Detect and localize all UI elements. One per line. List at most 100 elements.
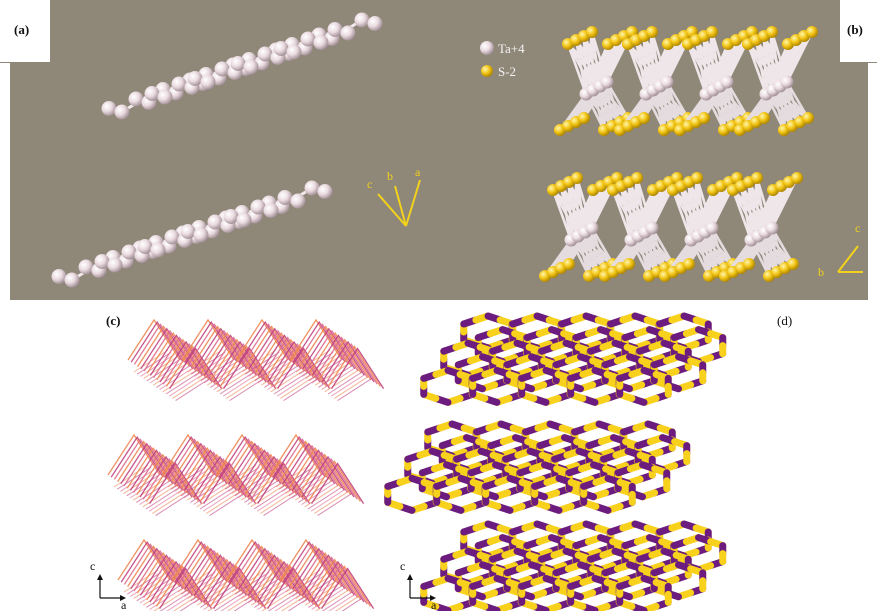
ta-s-bond <box>662 81 669 131</box>
zigzag-strand <box>289 318 343 361</box>
s-atom <box>683 258 695 270</box>
axes-panel-b <box>837 245 863 273</box>
ta-atom <box>286 44 302 60</box>
ta-atom <box>705 221 719 235</box>
panel-label-c: (c) <box>106 313 120 328</box>
axes-panel-a <box>377 179 421 227</box>
ta-s-bond <box>739 185 774 229</box>
zigzag-strand <box>245 325 299 367</box>
cross-strand <box>165 371 201 395</box>
zigzag-strand <box>153 336 207 378</box>
zigzag-strand <box>130 321 184 363</box>
cross-strand <box>328 593 356 611</box>
zigzag-strand <box>241 451 295 493</box>
ta-atom <box>101 101 117 116</box>
ta-s-bond <box>732 189 773 229</box>
cross-strand <box>267 591 299 611</box>
panel-c-structures <box>107 318 385 611</box>
zigzag-strand <box>307 460 361 502</box>
zigzag-strand <box>213 567 267 609</box>
cross-strand <box>219 371 255 395</box>
zigzag-strand <box>324 343 378 385</box>
ta-atom <box>114 104 130 120</box>
zigzag-strand <box>223 347 277 389</box>
zigzag-strand <box>193 455 247 498</box>
cross-strand <box>207 589 242 611</box>
zigzag-strand <box>231 444 285 487</box>
ta-atom <box>64 272 80 288</box>
zigzag-strand <box>127 318 181 361</box>
zigzag-strand <box>288 447 342 489</box>
ta-s-bond <box>642 35 669 83</box>
s-atom <box>766 26 778 38</box>
zigzag-strand <box>295 549 349 592</box>
zigzag-strand <box>191 325 245 367</box>
zigzag-strand <box>282 541 336 583</box>
label-box-a <box>0 0 50 62</box>
cross-strand <box>324 369 360 393</box>
zigzag-strand <box>207 336 261 378</box>
cross-strand <box>216 369 252 393</box>
ta-atom <box>230 56 246 71</box>
ta-atom <box>720 75 734 89</box>
zigzag-strand <box>136 552 190 594</box>
axis-c-c-label: c <box>90 559 95 573</box>
ta-atom <box>660 75 674 89</box>
cross-strand <box>209 493 244 517</box>
zigzag-strand <box>305 556 359 598</box>
ta-s-bond <box>747 181 774 229</box>
cross-strand <box>175 378 210 402</box>
zigzag-strand <box>277 347 331 389</box>
legend-s-marker <box>481 65 493 77</box>
ta-atom <box>164 229 180 245</box>
ta-s-bond <box>782 81 789 131</box>
ta-atom <box>304 180 320 196</box>
ta-s-bond <box>746 43 768 95</box>
zigzag-strand <box>299 325 353 367</box>
ta-s-bond <box>671 189 700 237</box>
zigzag-strand <box>301 455 355 498</box>
zigzag-strand <box>129 449 183 491</box>
zigzag-strand <box>272 436 326 478</box>
zigzag-strand <box>231 543 285 585</box>
zigzag-strand <box>120 541 174 583</box>
zigzag-strand <box>133 323 187 365</box>
zigzag-strand <box>213 340 267 383</box>
ta-atom <box>150 242 166 258</box>
zigzag-strand <box>133 549 187 592</box>
zigzag-strand <box>279 440 333 482</box>
ta-s-bond <box>602 81 609 131</box>
ta-s-bond <box>590 227 615 265</box>
ta-atom <box>327 22 343 37</box>
cross-strand <box>317 493 352 517</box>
zigzag-strand <box>169 347 223 389</box>
cross-strand <box>233 598 254 611</box>
ta-s-bond <box>710 227 727 269</box>
cross-strand <box>287 598 308 611</box>
axis-a-c-label: c <box>367 177 372 191</box>
zigzag-strand <box>137 325 191 367</box>
ta-atom <box>207 214 223 230</box>
ta-s-bond <box>627 181 654 229</box>
cross-strand <box>273 371 309 395</box>
s-atom <box>571 172 583 184</box>
cross-strand <box>307 486 343 510</box>
panel-b-structures <box>539 26 818 282</box>
zigzag-strand <box>187 451 241 493</box>
panel-label-b: (b) <box>847 22 863 37</box>
zigzag-strand <box>190 552 244 594</box>
ta-s-bond <box>770 31 789 83</box>
zigzag-strand <box>216 343 270 385</box>
ta-s-bond <box>611 189 633 241</box>
zigzag-strand <box>257 334 311 376</box>
ta-s-bond <box>590 31 609 83</box>
s-atom <box>787 258 799 270</box>
zigzag-strand <box>193 554 247 596</box>
zigzag-strand <box>235 318 289 361</box>
ta-s-bond <box>665 81 674 127</box>
zigzag-strand <box>215 433 269 476</box>
ta-s-bond <box>665 81 690 119</box>
ta-s-bond <box>647 227 654 277</box>
zigzag-strand <box>181 318 235 361</box>
ta-s-bond <box>665 81 682 123</box>
